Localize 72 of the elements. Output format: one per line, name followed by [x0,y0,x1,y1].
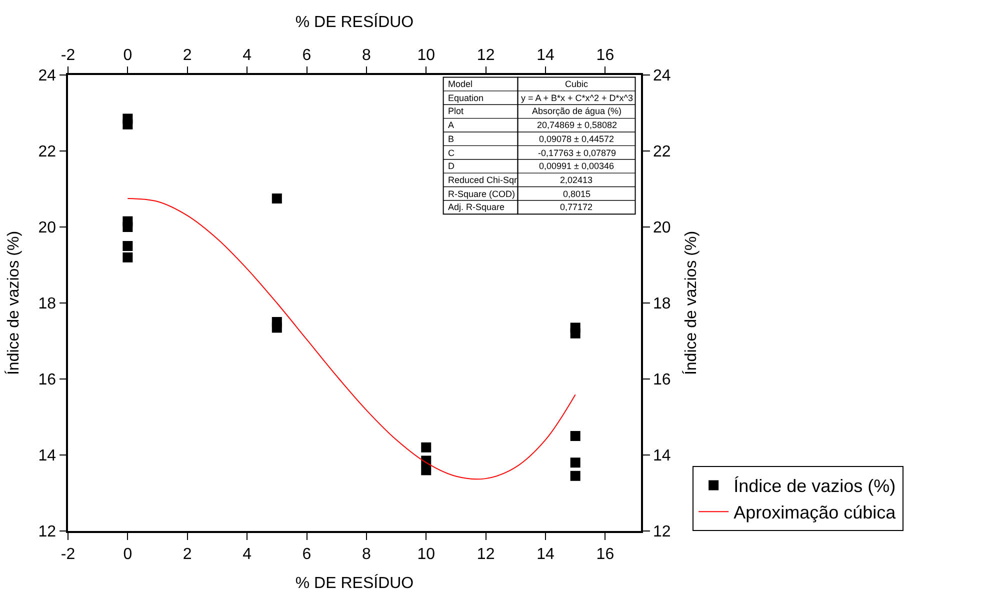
x2-tick-label: 0 [123,546,132,563]
x-axis-title: % DE RESÍDUO [295,574,414,592]
x2-tick-label: -2 [60,546,76,563]
legend-label: Índice de vazios (%) [734,476,896,496]
x-tick-label: 14 [536,46,554,64]
x2-tick-label: 16 [596,546,614,563]
annotation: D [448,161,455,171]
point [570,431,580,441]
annotation: Reduced Chi-Sqr [448,175,518,185]
y2-tick-label: 20 [652,220,671,237]
x-tick-label: 12 [476,46,495,64]
annotation: C [448,148,455,158]
y2-tick-label: 12 [652,524,671,541]
y2-tick-label: 14 [652,448,671,465]
x2-axis-title: % DE RESÍDUO [295,13,414,32]
y2-tick-label: 24 [652,68,671,85]
annotation: R-Square (COD) [448,189,516,199]
legend-label: Aproximação cúbica [734,502,897,523]
y-axis-title: Índice de vazios (%) [4,230,23,376]
annotation: 0,00991 ± 0,00346 [539,161,614,171]
x-tick-label: 4 [242,46,252,64]
x2-tick-label: 4 [242,546,252,563]
x2-tick-label: 6 [302,546,312,563]
point [122,222,133,232]
y-tick-label: 12 [38,524,56,541]
point [272,194,282,204]
x-tick-label: -2 [60,46,76,64]
y2-tick-label: 22 [652,144,671,161]
point [122,252,133,262]
point [421,465,432,476]
x-tick-label: 0 [123,46,132,64]
y-tick-label: 24 [38,68,56,85]
y2-tick-label: 18 [652,296,671,313]
y2-axis-title: Índice de vazios (%) [682,230,700,376]
point [421,442,432,452]
annotation: 20,74869 ± 0,58082 [537,120,618,130]
annotation: Cubic [565,79,589,89]
point [272,322,282,333]
annotation: Equation [448,93,484,103]
x2-tick-label: 14 [536,546,554,563]
annotation: Model [448,79,473,89]
y-tick-label: 22 [38,144,56,161]
x-tick-label: 10 [417,46,436,64]
annotation: -0,17763 ± 0,07879 [538,148,616,158]
point [122,119,133,130]
y-tick-label: 14 [38,448,56,465]
x-tick-label: 2 [182,46,192,64]
x2-tick-label: 8 [362,546,371,563]
x-tick-label: 8 [362,46,371,64]
x2-tick-label: 10 [417,546,436,563]
point [570,328,580,338]
annotation: B [448,134,454,144]
x2-tick-label: 12 [476,546,495,563]
y-tick-label: 20 [38,220,56,237]
annotation: Plot [448,106,464,116]
point [570,470,580,481]
annotation: A [448,120,454,130]
y-tick-label: 16 [38,372,56,389]
annotation: 0,8015 [563,189,591,199]
point [122,241,133,251]
y2-tick-label: 16 [652,372,671,389]
x2-tick-label: 2 [182,546,192,563]
annotation: 0,09078 ± 0,44572 [539,134,614,144]
y-tick-label: 18 [38,296,56,313]
point [570,458,580,468]
annotation: Absorção de água (%) [532,106,622,116]
annotation: 2,02413 [560,175,593,185]
annotation: Adj. R-Square [448,202,505,212]
annotation: 0,77172 [560,202,593,212]
x-tick-label: 6 [302,46,312,64]
x-tick-label: 16 [596,46,614,64]
annotation: y = A + B*x + C*x^2 + D*x^3 [521,93,634,103]
